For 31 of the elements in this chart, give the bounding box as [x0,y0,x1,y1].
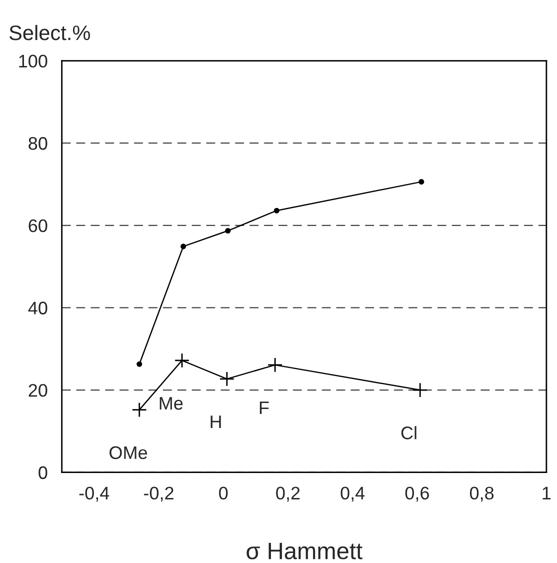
point [412,382,428,398]
point [267,357,283,373]
y-axis-title: Select.% [9,24,90,40]
x-tick-label: 0,8 [470,486,494,502]
annotation: OMe [110,446,148,460]
x-tick-label: 0,4 [340,486,365,502]
point [132,402,147,418]
point [225,228,231,234]
x-tick-label: 1 [542,486,551,500]
annotation: Me [160,397,183,410]
y-tick-label: 60 [28,219,48,232]
point [174,352,190,368]
y-tick-label: 80 [28,137,48,150]
annotation: F [260,402,269,414]
annotation: Cl [401,426,416,440]
x-tick-label: -0,4 [79,486,110,502]
point [136,361,142,367]
x-tick-label: -0,2 [144,486,174,502]
point [219,371,235,387]
x-tick-label: 0,6 [405,486,429,502]
point [180,244,186,250]
x-tick-label: 0,2 [276,486,300,502]
y-tick-label: 0 [38,466,48,480]
x-tick-label: 0 [219,486,228,500]
x-axis-title: σ Hammett [246,542,362,560]
y-tick-label: 40 [28,302,48,314]
point [274,208,280,214]
y-tick-label: 20 [28,384,48,397]
y-tick-label: 100 [19,54,48,68]
annotation: H [210,416,221,428]
point [418,179,424,185]
